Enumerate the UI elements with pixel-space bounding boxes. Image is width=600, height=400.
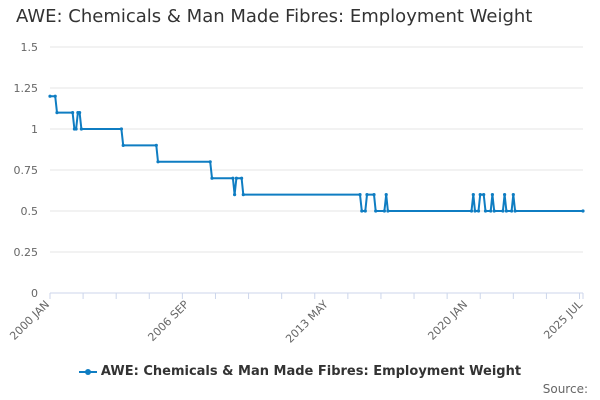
data-point bbox=[478, 193, 482, 197]
data-point bbox=[492, 209, 496, 213]
x-tick-label: 2020 JAN bbox=[425, 298, 470, 343]
data-point bbox=[386, 209, 390, 213]
data-point bbox=[119, 127, 123, 131]
y-tick-label: 0 bbox=[31, 287, 38, 300]
data-point bbox=[55, 111, 59, 115]
y-tick-label: 0.25 bbox=[14, 246, 39, 259]
data-point bbox=[156, 160, 160, 164]
data-point bbox=[241, 193, 245, 197]
legend[interactable]: AWE: Chemicals & Man Made Fibres: Employ… bbox=[0, 364, 600, 379]
data-point bbox=[510, 209, 514, 213]
data-point bbox=[358, 193, 362, 197]
y-tick-label: 1 bbox=[31, 123, 38, 136]
data-point bbox=[208, 160, 212, 164]
series-path bbox=[50, 95, 583, 212]
data-point bbox=[234, 176, 238, 180]
data-point bbox=[231, 176, 235, 180]
data-point bbox=[476, 209, 481, 213]
series-line bbox=[50, 95, 583, 212]
gridlines bbox=[50, 46, 583, 253]
legend-swatch-icon bbox=[78, 367, 97, 377]
data-point bbox=[240, 176, 244, 180]
data-point bbox=[469, 209, 474, 213]
source-label: Source: bbox=[542, 382, 588, 396]
x-tick-label: 2025 JUL bbox=[541, 297, 585, 341]
data-point bbox=[121, 143, 125, 147]
data-point bbox=[490, 193, 494, 197]
x-tick-label: 2000 JAN bbox=[7, 298, 52, 343]
y-tick-label: 1.5 bbox=[21, 41, 39, 54]
chart-title: AWE: Chemicals & Man Made Fibres: Employ… bbox=[16, 6, 533, 27]
x-tick-label: 2013 MAY bbox=[283, 298, 331, 346]
x-tick-label: 2006 SEP bbox=[145, 298, 191, 344]
data-point bbox=[71, 111, 75, 115]
y-axis-ticks: 0 0.25 0.5 0.75 1 1.25 1.5 bbox=[14, 41, 39, 300]
data-point bbox=[471, 193, 475, 197]
data-point bbox=[482, 193, 486, 197]
data-point bbox=[53, 94, 57, 98]
data-point bbox=[210, 176, 214, 180]
y-tick-label: 0.5 bbox=[21, 205, 39, 218]
data-point bbox=[78, 111, 82, 115]
y-tick-label: 1.25 bbox=[14, 82, 39, 95]
data-point bbox=[79, 127, 83, 131]
data-point bbox=[74, 127, 78, 131]
series-markers bbox=[48, 94, 585, 213]
data-point bbox=[154, 143, 158, 147]
data-point bbox=[501, 209, 505, 213]
data-point bbox=[489, 209, 493, 213]
data-point bbox=[365, 193, 369, 197]
data-point bbox=[363, 209, 367, 213]
axes bbox=[49, 292, 584, 299]
data-point bbox=[374, 209, 378, 213]
data-point bbox=[513, 209, 517, 213]
data-point bbox=[48, 94, 52, 98]
data-point bbox=[483, 209, 488, 213]
y-tick-label: 0.75 bbox=[14, 164, 39, 177]
data-point bbox=[384, 193, 388, 197]
data-point bbox=[581, 209, 585, 213]
data-point bbox=[503, 193, 507, 197]
data-point bbox=[372, 193, 376, 197]
data-point bbox=[511, 193, 515, 197]
data-point bbox=[233, 193, 237, 197]
legend-label: AWE: Chemicals & Man Made Fibres: Employ… bbox=[100, 364, 522, 379]
data-point bbox=[382, 209, 386, 213]
data-point bbox=[504, 209, 508, 213]
data-point bbox=[473, 209, 477, 213]
x-axis-ticks: 2000 JAN 2006 SEP 2013 MAY 2020 JAN 2025 JUL bbox=[7, 297, 585, 345]
data-point bbox=[360, 209, 364, 213]
